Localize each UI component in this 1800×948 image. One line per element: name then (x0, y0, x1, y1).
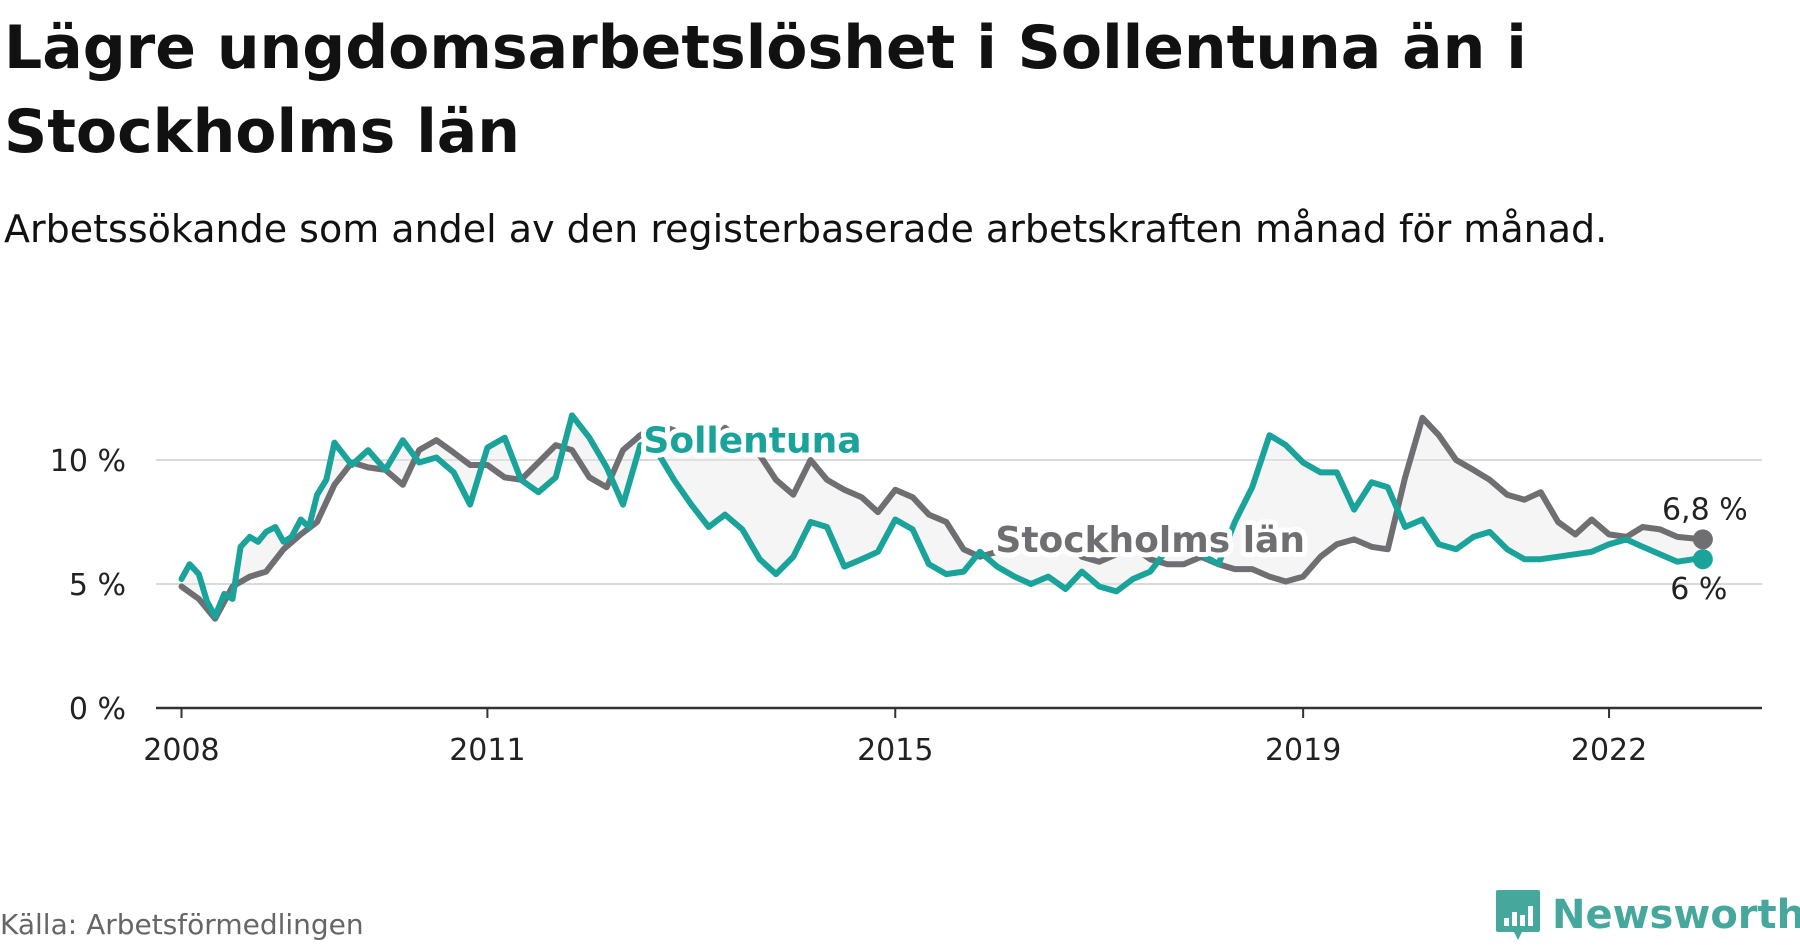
y-tick-label: 10 % (50, 444, 126, 479)
brand-name: Newsworthy (1552, 892, 1800, 938)
brand-logo[interactable]: Newsworthy (1494, 888, 1800, 942)
endpoint-stockholm (1692, 529, 1713, 550)
series-label-stockholm: Stockholms län (995, 520, 1305, 561)
x-tick-label: 2011 (449, 733, 525, 768)
series-line-stockholm (178, 414, 1706, 622)
series-line-sollentuna (178, 412, 1706, 620)
y-tick-label: 0 % (69, 692, 126, 727)
x-tick-label: 2019 (1265, 733, 1341, 768)
chart-subtitle: Arbetssökande som andel av den registerb… (4, 207, 1608, 251)
chart-area: 0 % 5 % 10 % 6,8 % 6 % Sollentuna Stockholms l… (0, 380, 1800, 800)
series-label-sollentuna: Sollentuna (643, 421, 861, 462)
end-label-stockholm: 6,8 % (1662, 492, 1748, 527)
source-note: Källa: Arbetsförmedlingen (0, 908, 364, 941)
x-tick-label: 2008 (143, 733, 219, 768)
end-label-sollentuna: 6 % (1670, 572, 1727, 607)
chart-title: Lägre ungdomsarbetslöshet i Sollentuna ä… (4, 13, 1527, 167)
x-tick-label: 2015 (857, 733, 933, 768)
endpoint-sollentuna (1692, 549, 1713, 570)
y-tick-label: 5 % (69, 568, 126, 603)
bar-chart-icon (1496, 890, 1540, 940)
x-tick-label: 2022 (1571, 733, 1647, 768)
line-chart: 0 % 5 % 10 % 6,8 % 6 % Sollentuna Stockholms l… (50, 412, 1762, 768)
